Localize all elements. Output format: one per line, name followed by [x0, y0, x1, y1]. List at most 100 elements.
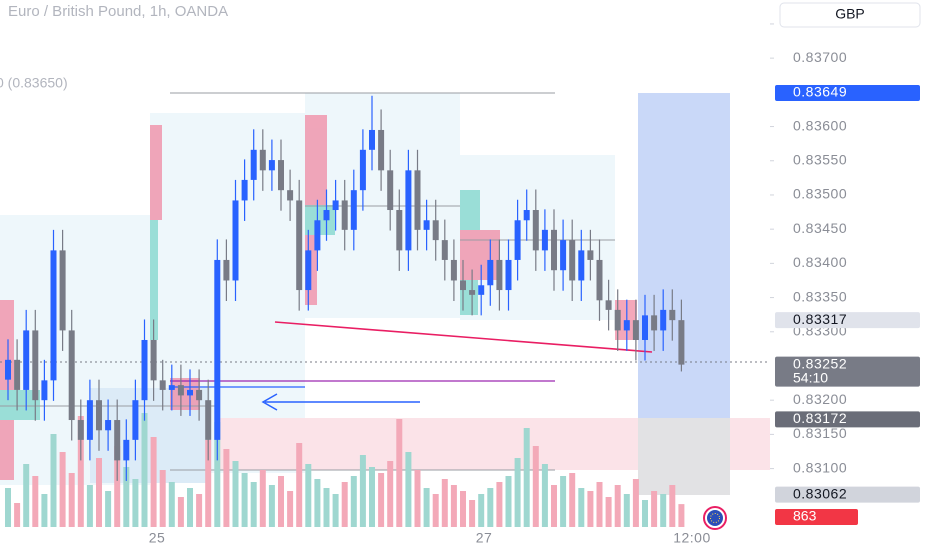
volume-bar — [541, 464, 548, 530]
volume-bar — [678, 504, 685, 530]
candle-body — [541, 229, 548, 251]
candle-body — [132, 400, 139, 440]
indicator-label: 0 (0.83650) — [0, 75, 68, 91]
candle-body — [114, 420, 121, 461]
price-badge-label: 0.83172 — [793, 410, 847, 426]
volume-bar — [660, 494, 667, 530]
y-tick-label: 0.83600 — [793, 117, 847, 133]
volume-bar — [168, 482, 175, 530]
volume-bar — [651, 491, 658, 530]
position-target — [638, 93, 730, 418]
candle-body — [205, 400, 212, 440]
volume-bar — [77, 416, 84, 530]
candle-body — [560, 240, 567, 271]
flag-stars — [710, 513, 720, 523]
flag-icon[interactable] — [707, 510, 723, 526]
volume-bar — [587, 491, 594, 530]
candle-body — [523, 210, 530, 221]
arrow-head — [261, 393, 278, 411]
candle-body — [596, 259, 603, 301]
volume-bar — [14, 503, 21, 530]
volume-bar — [323, 488, 330, 530]
volume-bar — [278, 476, 284, 530]
candle-body — [77, 420, 84, 440]
candle-body — [569, 240, 576, 281]
candle-body — [278, 160, 284, 191]
candle-body — [50, 250, 57, 381]
y-tick-label: 0.83350 — [793, 288, 847, 304]
candle-body — [514, 220, 521, 260]
volume-bar — [96, 458, 102, 530]
volume-bar — [378, 473, 385, 530]
price-badge-label: 0.83649 — [793, 84, 847, 100]
candle-body — [287, 190, 294, 201]
candle-body — [614, 309, 621, 331]
currency-label[interactable]: GBP — [835, 6, 865, 22]
trend-line — [274, 321, 653, 353]
volume-bar — [86, 485, 93, 530]
price-badge-label: 0.83062 — [793, 485, 847, 501]
volume-bar — [487, 488, 494, 530]
candle-body — [450, 259, 457, 281]
volume-bar — [551, 485, 557, 530]
candle-body — [86, 400, 93, 440]
volume-bar — [369, 467, 375, 530]
candle-body — [587, 250, 594, 260]
candle-body — [678, 320, 685, 365]
volume-bar — [578, 488, 585, 530]
volume-bar — [314, 479, 321, 530]
candle-body — [532, 210, 539, 251]
candle-body — [177, 385, 184, 396]
candle-body — [505, 259, 512, 291]
volume-bar — [405, 452, 412, 530]
volume-bar — [605, 497, 612, 530]
candle-body — [314, 220, 321, 251]
candle-layer — [5, 95, 685, 481]
candle-body — [141, 339, 148, 401]
volume-bar — [141, 413, 148, 530]
candle-body — [5, 359, 11, 380]
volume-bar — [187, 488, 193, 530]
volume-bar — [560, 476, 567, 530]
candle-body — [350, 190, 357, 230]
volume-bar — [177, 497, 184, 530]
volume-bar — [523, 428, 530, 530]
currency-button[interactable] — [779, 2, 921, 28]
y-tick-label: 0.83550 — [793, 151, 847, 167]
volume-layer — [5, 413, 685, 530]
x-tick-label: 25 — [149, 530, 166, 546]
volume-bar — [287, 491, 294, 530]
candle-body — [660, 309, 667, 331]
candle-body — [487, 259, 494, 286]
volume-bar — [350, 476, 357, 530]
volume-bar — [469, 500, 476, 530]
candle-body — [651, 315, 658, 331]
volume-bar — [32, 476, 39, 530]
x-tick-label: 27 — [476, 530, 493, 546]
candle-body — [232, 200, 239, 281]
volume-bar — [414, 470, 421, 530]
volume-bar — [223, 449, 230, 530]
price-badge-label: 0.83317 — [793, 311, 847, 327]
volume-bar — [423, 488, 430, 530]
candle-body — [369, 129, 375, 150]
candle-body — [105, 420, 112, 431]
y-tick-label: 0.83150 — [793, 425, 847, 441]
candle-body — [323, 210, 330, 221]
volume-bar — [5, 488, 11, 530]
candle-body — [23, 330, 30, 390]
candle-body — [159, 380, 166, 390]
candle-body — [642, 315, 648, 340]
candle-body — [632, 320, 639, 340]
candle-body — [296, 200, 303, 291]
candle-body — [241, 179, 248, 201]
candle-body — [469, 290, 476, 295]
volume-bar — [296, 443, 303, 530]
volume-bar — [532, 446, 539, 530]
candle-body — [387, 170, 394, 211]
volume-bar — [305, 464, 312, 530]
candle-body — [423, 220, 430, 230]
volume-bar — [50, 434, 57, 530]
